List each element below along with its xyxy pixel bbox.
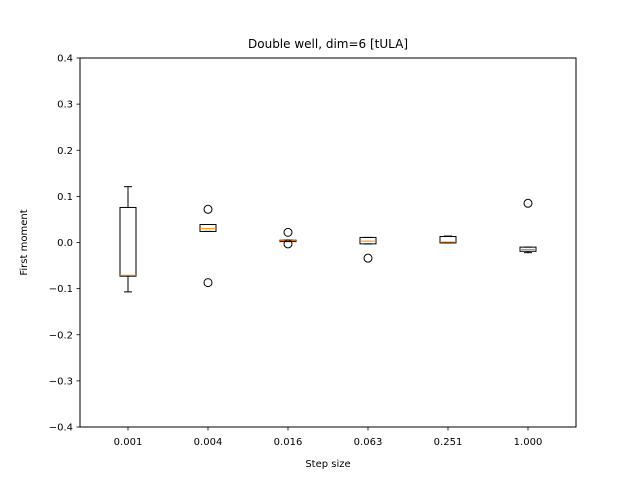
outlier-point bbox=[283, 227, 293, 237]
box-iqr bbox=[119, 206, 137, 277]
x-axis-label: Step size bbox=[305, 459, 350, 470]
outlier-point bbox=[523, 198, 533, 208]
x-tick-label: 0.016 bbox=[274, 437, 303, 448]
chart-title: Double well, dim=6 [tULA] bbox=[248, 37, 408, 51]
box-group bbox=[519, 198, 537, 254]
outlier-point bbox=[283, 239, 293, 249]
box-iqr bbox=[199, 224, 217, 232]
y-axis-label: First moment bbox=[19, 209, 30, 275]
x-tick-label: 1.000 bbox=[514, 437, 543, 448]
x-axis: 0.001 0.004 0.016 0.063 0.251 1.000 bbox=[114, 427, 543, 448]
x-tick-label: 0.063 bbox=[354, 437, 383, 448]
x-tick-label: 0.001 bbox=[114, 437, 143, 448]
plot-area bbox=[119, 186, 537, 293]
x-tick-label: 0.004 bbox=[194, 437, 223, 448]
y-tick-label: 0.2 bbox=[57, 146, 73, 157]
box-group bbox=[199, 204, 217, 288]
y-axis: −0.4 −0.3 −0.2 −0.1 0.0 0.1 0.2 0.3 0.4 bbox=[49, 54, 80, 434]
y-tick-label: 0.4 bbox=[57, 54, 73, 65]
box-group bbox=[359, 236, 377, 263]
y-tick-label: −0.2 bbox=[49, 330, 73, 341]
box-group bbox=[119, 186, 137, 293]
plot-frame bbox=[79, 57, 577, 428]
box-iqr bbox=[439, 236, 457, 244]
y-tick-label: 0.0 bbox=[57, 238, 73, 249]
y-tick-label: −0.4 bbox=[49, 423, 73, 434]
y-tick-label: −0.3 bbox=[49, 376, 73, 387]
box-group bbox=[439, 235, 457, 244]
y-tick-label: −0.1 bbox=[49, 284, 73, 295]
outlier-point bbox=[203, 278, 213, 288]
y-tick-label: 0.1 bbox=[57, 192, 73, 203]
y-tick-label: 0.3 bbox=[57, 100, 73, 111]
outlier-point bbox=[363, 253, 373, 263]
box-group bbox=[279, 227, 297, 249]
x-tick-label: 0.251 bbox=[434, 437, 463, 448]
outlier-point bbox=[203, 204, 213, 214]
